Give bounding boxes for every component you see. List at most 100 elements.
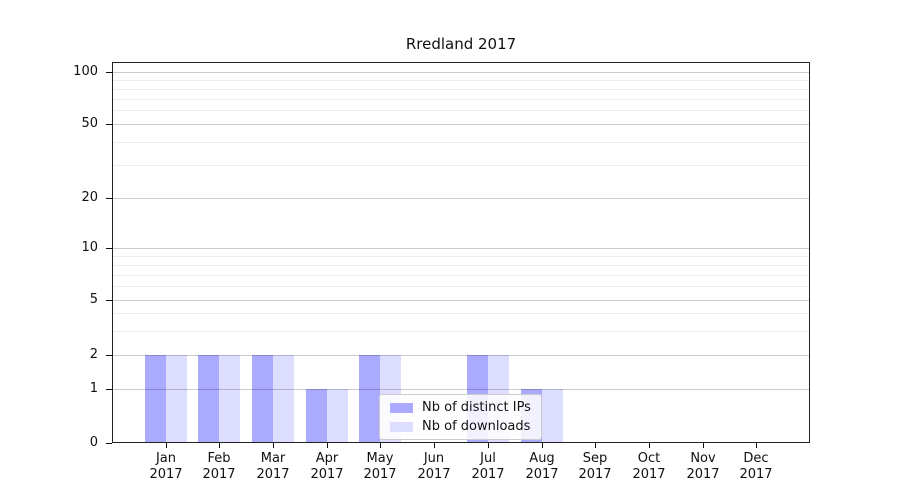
y-tick-label: 100: [73, 64, 98, 79]
gridline-minor: [113, 89, 809, 90]
gridline-major: [113, 355, 809, 356]
x-tick-mark: [542, 443, 543, 448]
x-tick-mark: [219, 443, 220, 448]
y-tick-label: 2: [89, 347, 98, 362]
legend-entry: Nb of downloads: [390, 419, 531, 434]
x-tick-label-year: 2017: [202, 467, 236, 482]
x-tick-mark: [756, 443, 757, 448]
legend-entry: Nb of distinct IPs: [390, 400, 531, 415]
y-tick-label: 1: [89, 381, 98, 396]
gridline-minor: [113, 142, 809, 143]
bar-downloads: [541, 389, 563, 442]
x-tick-label-year: 2017: [525, 467, 559, 482]
x-tick-label-month: Jun: [423, 451, 445, 466]
x-tick-mark: [327, 443, 328, 448]
x-tick-mark: [166, 443, 167, 448]
x-tick-label: Feb 2017: [188, 451, 250, 483]
bar-distinct-ips: [252, 355, 274, 442]
x-tick-label-year: 2017: [149, 467, 183, 482]
x-tick-label: Mar 2017: [242, 451, 304, 483]
gridline-minor: [113, 110, 809, 111]
gridline-minor: [113, 80, 809, 81]
gridline-minor: [113, 256, 809, 257]
gridline-minor: [113, 286, 809, 287]
legend-label: Nb of downloads: [422, 419, 531, 434]
x-tick-mark: [434, 443, 435, 448]
x-tick-label-month: Oct: [637, 451, 661, 466]
x-tick-label-month: May: [366, 451, 394, 466]
gridline-major: [113, 300, 809, 301]
x-tick-label-year: 2017: [471, 467, 505, 482]
bar-distinct-ips: [198, 355, 220, 442]
legend-label: Nb of distinct IPs: [422, 400, 531, 415]
x-tick-label-month: Apr: [315, 451, 339, 466]
y-tick-mark: [106, 300, 112, 301]
x-tick-label-year: 2017: [739, 467, 773, 482]
x-tick-label: Aug 2017: [511, 451, 573, 483]
gridline-minor: [113, 313, 809, 314]
y-tick-label: 20: [81, 190, 98, 205]
x-tick-label-month: Jan: [155, 451, 177, 466]
plot-area: [112, 62, 810, 443]
x-tick-mark: [273, 443, 274, 448]
legend: Nb of distinct IPs Nb of downloads: [379, 394, 542, 440]
x-tick-label-month: Sep: [582, 451, 608, 466]
gridline-minor: [113, 331, 809, 332]
gridline-major: [113, 124, 809, 125]
x-tick-label: May 2017: [349, 451, 411, 483]
x-tick-label-year: 2017: [310, 467, 344, 482]
y-tick-mark: [106, 124, 112, 125]
y-tick-label: 0: [89, 435, 98, 450]
chart-title: Rredland 2017: [405, 35, 517, 53]
bar-distinct-ips: [305, 389, 327, 442]
x-tick-label: Jun 2017: [403, 451, 465, 483]
bar-distinct-ips: [144, 355, 166, 442]
x-tick-label-month: Aug: [529, 451, 555, 466]
x-tick-label: Oct 2017: [618, 451, 680, 483]
y-tick-mark: [106, 443, 112, 444]
gridline-minor: [113, 99, 809, 100]
gridline-minor: [113, 275, 809, 276]
x-tick-mark: [703, 443, 704, 448]
y-tick-mark: [106, 198, 112, 199]
gridline-major: [113, 72, 809, 73]
x-tick-label-year: 2017: [686, 467, 720, 482]
gridline-major: [113, 248, 809, 249]
x-tick-label-month: Dec: [743, 451, 769, 466]
y-tick-label: 5: [89, 292, 98, 307]
y-tick-mark: [106, 72, 112, 73]
x-tick-label-year: 2017: [578, 467, 612, 482]
gridline-major: [113, 389, 809, 390]
x-tick-label-year: 2017: [417, 467, 451, 482]
y-tick-label: 10: [81, 240, 98, 255]
x-tick-label: Sep 2017: [564, 451, 626, 483]
x-tick-label-year: 2017: [256, 467, 290, 482]
x-tick-label-month: Nov: [690, 451, 716, 466]
bar-distinct-ips: [359, 355, 381, 442]
x-tick-mark: [595, 443, 596, 448]
gridline-minor: [113, 165, 809, 166]
bar-downloads: [219, 355, 241, 442]
x-tick-mark: [380, 443, 381, 448]
x-tick-label-month: Mar: [260, 451, 286, 466]
y-tick-mark: [106, 355, 112, 356]
x-tick-label-year: 2017: [632, 467, 666, 482]
bar-downloads: [273, 355, 295, 442]
legend-swatch: [390, 421, 413, 432]
gridline-minor: [113, 265, 809, 266]
x-tick-label-month: Feb: [207, 451, 231, 466]
x-tick-label: Apr 2017: [296, 451, 358, 483]
x-tick-label-year: 2017: [363, 467, 397, 482]
y-tick-mark: [106, 389, 112, 390]
gridline-major: [113, 198, 809, 199]
x-tick-label: Jan 2017: [135, 451, 197, 483]
legend-swatch: [390, 402, 413, 413]
y-tick-mark: [106, 248, 112, 249]
bar-downloads: [165, 355, 187, 442]
bar-downloads: [326, 389, 348, 442]
x-tick-mark: [488, 443, 489, 448]
x-tick-label: Nov 2017: [672, 451, 734, 483]
x-tick-label: Jul 2017: [457, 451, 519, 483]
x-tick-label: Dec 2017: [725, 451, 787, 483]
